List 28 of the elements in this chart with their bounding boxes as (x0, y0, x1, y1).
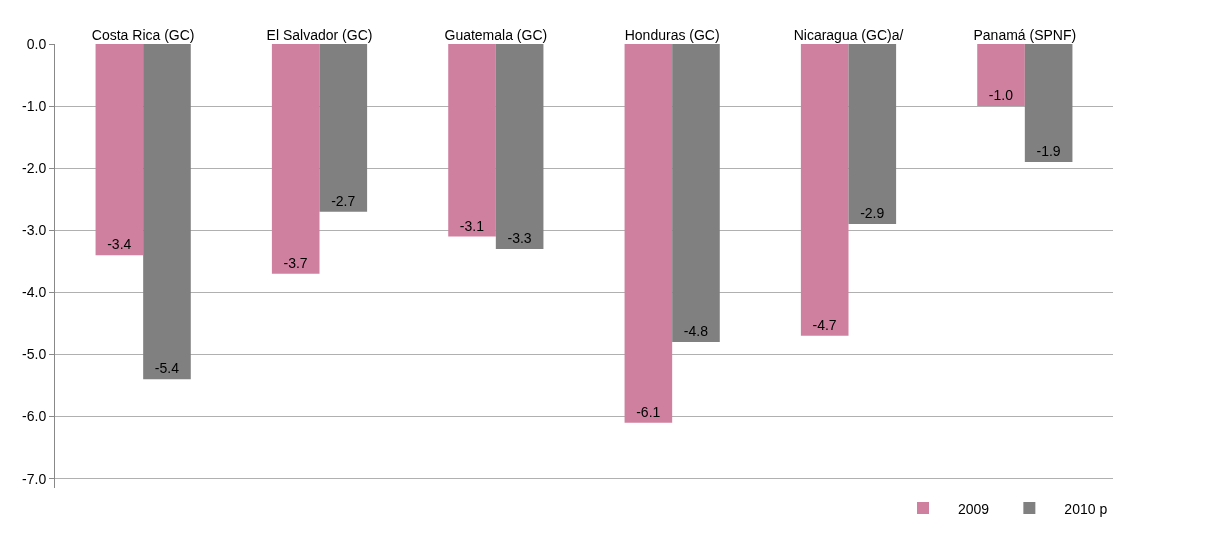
y-tick-label: -4.0 (22, 284, 47, 301)
y-tick-label: -7.0 (22, 470, 47, 487)
x-tick-label: Panamá (SPNF) (973, 27, 1077, 44)
y-tick-label: -2.0 (22, 160, 47, 177)
legend-label: 2010 p (1064, 500, 1108, 517)
x-tick-label: Guatemala (GC) (444, 27, 548, 44)
data-label: -2.9 (860, 205, 885, 222)
y-tick-label: -5.0 (22, 346, 47, 363)
y-tick-label: 0.0 (26, 35, 47, 52)
x-tick-label: Honduras (GC) (624, 27, 720, 44)
x-tick-label: Nicaragua (GC)a/ (793, 27, 904, 44)
data-label: -4.7 (812, 316, 837, 333)
data-label: -1.9 (1036, 142, 1061, 159)
y-tick-label: -1.0 (22, 98, 47, 114)
y-tick-label: -3.0 (22, 222, 47, 239)
data-label: -1.0 (988, 87, 1014, 104)
data-label: -2.7 (331, 192, 356, 209)
data-label: -3.3 (507, 229, 532, 246)
y-tick-label: -6.0 (22, 408, 47, 425)
data-label: -5.4 (154, 360, 180, 377)
data-label: -3.7 (283, 254, 308, 271)
data-label: -6.1 (636, 403, 661, 420)
data-label: -3.4 (107, 236, 132, 253)
data-label: -3.1 (459, 217, 485, 234)
x-tick-label: El Salvador (GC) (266, 27, 373, 44)
data-label: -4.8 (683, 323, 709, 340)
x-tick-label: Costa Rica (GC) (91, 27, 195, 44)
legend-label: 2009 (958, 500, 990, 517)
